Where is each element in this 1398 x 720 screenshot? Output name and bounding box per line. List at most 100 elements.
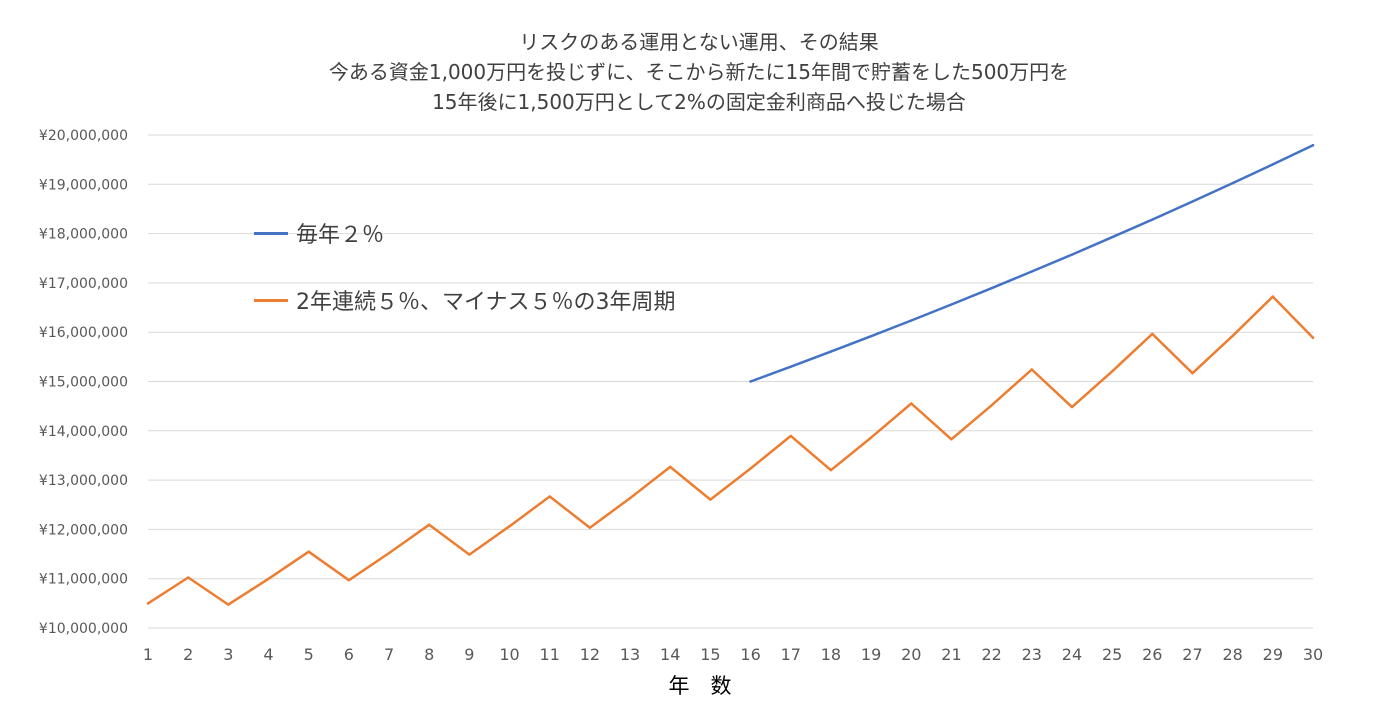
x-tick-label: 11 <box>540 645 560 664</box>
series-2-point <box>950 438 953 441</box>
legend-swatch-series-2 <box>254 298 288 302</box>
chart-title-line-3: 15年後に1,500万円として2%の固定金利商品へ投じた場合 <box>432 90 966 114</box>
x-tick-label: 1 <box>143 645 153 664</box>
series-2-point <box>1191 372 1194 375</box>
series-1-point <box>869 335 873 338</box>
series-2-point <box>347 578 351 582</box>
y-tick-label: ¥14,000,000 <box>39 424 128 440</box>
x-tick-label: 19 <box>861 645 881 664</box>
series-1-point <box>950 303 953 306</box>
legend-label-series-2: 2年連続５％、マイナス５％の3年周期 <box>296 290 676 315</box>
y-tick-label: ¥20,000,000 <box>39 128 128 144</box>
x-tick-label: 8 <box>424 645 434 664</box>
x-tick-label: 22 <box>981 645 1001 664</box>
series-1-point <box>990 287 993 290</box>
series-1-point <box>1070 253 1074 256</box>
series-2-point <box>267 577 270 581</box>
x-tick-label: 13 <box>620 645 640 664</box>
legend-swatch-series-1 <box>254 231 288 235</box>
y-tick-label: ¥16,000,000 <box>39 325 128 341</box>
legend-item-series-2: 2年連続５％、マイナス５％の3年周期 <box>254 284 676 316</box>
series-2-point <box>1070 405 1074 409</box>
series-2-point <box>669 465 672 469</box>
series-1-point <box>749 380 752 383</box>
x-tick-label: 5 <box>304 645 314 664</box>
x-tick-label: 27 <box>1182 645 1202 664</box>
series-2-point <box>588 526 592 529</box>
y-tick-label: ¥15,000,000 <box>39 375 128 391</box>
series-2-point <box>387 551 391 555</box>
series-2-point <box>548 495 551 498</box>
series-2-point <box>749 467 752 470</box>
series-1-point <box>1151 218 1154 221</box>
x-axis-title: 年 数 <box>668 674 732 698</box>
series-2-point <box>628 496 632 500</box>
x-tick-label: 18 <box>821 645 841 664</box>
y-tick-label: ¥13,000,000 <box>39 473 128 489</box>
chart-title-line-1: リスクのある運用とない運用、その結果 <box>519 30 879 54</box>
series-1-point <box>910 319 913 322</box>
x-tick-label: 30 <box>1303 645 1323 664</box>
x-tick-label: 21 <box>941 645 961 664</box>
series-2-point <box>468 553 471 556</box>
series-2-point <box>1271 295 1275 298</box>
y-tick-label: ¥18,000,000 <box>39 227 128 243</box>
legend-item-series-1: 毎年２％ <box>254 217 384 249</box>
series-2-point <box>428 523 431 526</box>
x-tick-label: 26 <box>1142 645 1162 664</box>
chart-title: リスクのある運用とない運用、その結果 今ある資金1,000万円を投じずに、そこか… <box>0 27 1398 117</box>
series-1-point <box>1271 163 1275 166</box>
series-2-point <box>1030 368 1033 371</box>
x-tick-label: 3 <box>223 645 233 664</box>
y-tick-label: ¥10,000,000 <box>39 621 128 637</box>
x-tick-label: 10 <box>499 645 519 664</box>
x-tick-label: 25 <box>1102 645 1122 664</box>
series-2-point <box>1311 336 1315 340</box>
series-2-point <box>146 602 150 605</box>
x-tick-label: 23 <box>1022 645 1042 664</box>
x-tick-label: 24 <box>1062 645 1082 664</box>
series-2-point <box>869 436 873 439</box>
x-tick-label: 9 <box>464 645 474 664</box>
series-2-point <box>789 434 792 438</box>
series-1-point <box>829 350 833 353</box>
x-tick-label: 20 <box>901 645 921 664</box>
x-tick-label: 12 <box>580 645 600 664</box>
legend-label-series-1: 毎年２％ <box>296 223 385 248</box>
series-1-point <box>1191 200 1194 203</box>
series-2-point <box>910 402 913 405</box>
x-tick-label: 29 <box>1263 645 1283 664</box>
series-2-point <box>709 498 712 501</box>
y-tick-label: ¥12,000,000 <box>39 522 128 538</box>
y-tick-label: ¥19,000,000 <box>39 177 128 193</box>
x-tick-label: 2 <box>183 645 193 664</box>
x-tick-label: 14 <box>660 645 680 664</box>
series-1-point <box>1030 270 1033 273</box>
series-2-point <box>1151 332 1154 336</box>
series-line-2 <box>146 295 1315 606</box>
y-tick-label: ¥17,000,000 <box>39 276 128 292</box>
series-2-point <box>227 603 230 606</box>
x-tick-label: 7 <box>384 645 394 664</box>
series-1-point <box>1110 236 1114 239</box>
series-2-point <box>186 576 190 579</box>
x-tick-label: 15 <box>700 645 720 664</box>
series-2-point <box>829 468 833 472</box>
x-tick-label: 17 <box>781 645 801 664</box>
series-2-point <box>990 404 993 407</box>
x-tick-label: 28 <box>1222 645 1242 664</box>
x-tick-label: 6 <box>344 645 354 664</box>
x-tick-label: 4 <box>263 645 273 664</box>
series-1-point <box>1231 181 1234 185</box>
y-tick-label: ¥11,000,000 <box>39 572 128 588</box>
series-2-point <box>1110 370 1114 373</box>
series-2-point <box>307 550 310 553</box>
x-tick-label: 16 <box>740 645 760 664</box>
series-1-point <box>1311 144 1315 147</box>
series-line-1 <box>749 143 1315 383</box>
chart-title-line-2: 今ある資金1,000万円を投じずに、そこから新たに15年間で貯蓄をした500万円… <box>328 60 1070 84</box>
series-2-point <box>1231 334 1234 338</box>
series-1-point <box>789 365 792 368</box>
series-2-point <box>508 525 511 528</box>
